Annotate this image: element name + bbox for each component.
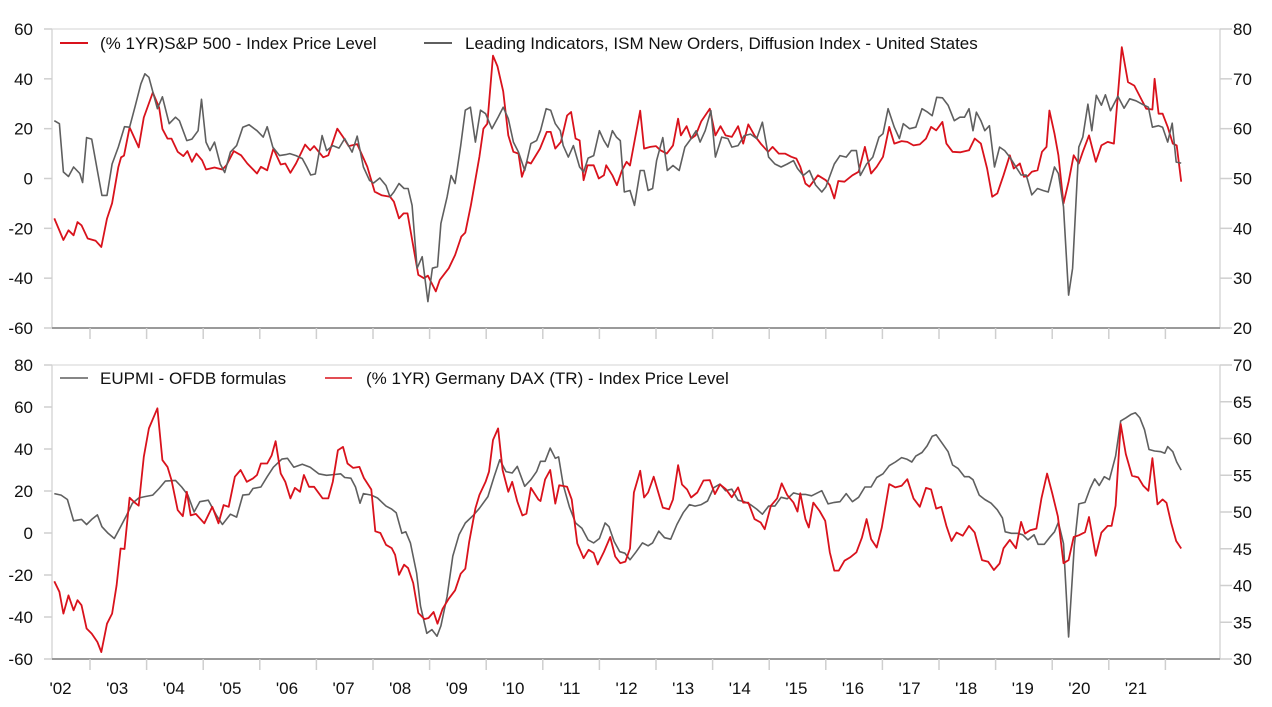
x-axis-tick-label: '04 [163, 679, 185, 698]
legend-label-sp500: (% 1YR)S&P 500 - Index Price Level [100, 34, 377, 53]
x-axis-tick-label: '03 [106, 679, 128, 698]
legend-label-eupmi: EUPMI - OFDB formulas [100, 369, 286, 388]
left-axis-tick-label: -60 [8, 650, 33, 669]
x-axis-tick-label: '11 [560, 679, 581, 698]
x-axis-tick-label: '08 [389, 679, 411, 698]
left-axis-tick-label: -20 [8, 566, 33, 585]
right-axis-tick-label: 40 [1233, 577, 1252, 596]
x-axis-tick-label: '02 [49, 679, 71, 698]
left-axis-tick-label: 60 [14, 398, 33, 417]
x-axis-tick-label: '19 [1012, 679, 1034, 698]
left-axis-tick-label: 0 [24, 170, 33, 189]
right-axis-tick-label: 20 [1233, 319, 1252, 338]
top-panel-sp500-vs-ism: 60 40 20 0 -20 -40 -60 80 70 60 50 40 30 20 [8, 20, 1252, 339]
legend-label-dax: (% 1YR) Germany DAX (TR) - Index Price L… [366, 369, 729, 388]
x-axis-tick-label: '18 [955, 679, 977, 698]
top-legend: (% 1YR)S&P 500 - Index Price Level Leadi… [60, 34, 978, 53]
left-axis-tick-label: 40 [14, 70, 33, 89]
bottom-panel-eupmi-vs-dax: 80 60 40 20 0 -20 -40 -60 70 65 60 55 50 45 40 35 30 [8, 356, 1252, 670]
right-axis-tick-label: 45 [1233, 540, 1252, 559]
series-line-1yr-s-p-500-index-price-level [53, 46, 1183, 293]
legend-label-ism: Leading Indicators, ISM New Orders, Diff… [465, 34, 978, 53]
right-axis-tick-label: 80 [1233, 20, 1252, 39]
right-axis-tick-label: 50 [1233, 503, 1252, 522]
x-axis-tick-label: '13 [672, 679, 694, 698]
right-axis-tick-label: 60 [1233, 430, 1252, 449]
left-axis-tick-label: -20 [8, 219, 33, 238]
x-axis-year-labels: '02 '03 '04 '05 '06 '07 '08 '09 '10 '11 '12 '13 '14 '… [49, 679, 1147, 698]
left-axis-tick-label: 60 [14, 20, 33, 39]
left-axis-tick-label: 40 [14, 440, 33, 459]
left-axis-tick-label: 80 [14, 356, 33, 375]
left-axis-tick-label: -60 [8, 319, 33, 338]
x-axis-tick-label: '05 [219, 679, 241, 698]
series-line-leading-indicators-ism-new-orders-diffusion-index-united-states [53, 73, 1182, 303]
x-axis-tick-label: '09 [446, 679, 468, 698]
x-axis-tick-label: '14 [729, 679, 751, 698]
x-axis-tick-label: '17 [898, 679, 920, 698]
series-line-1yr-germany-dax-tr-index-price-level [53, 407, 1182, 653]
right-axis-tick-label: 50 [1233, 170, 1252, 189]
series-line-eupmi-ofdb-formulas [54, 412, 1182, 638]
right-axis-tick-label: 60 [1233, 120, 1252, 139]
right-axis-tick-label: 70 [1233, 70, 1252, 89]
right-axis-tick-label: 35 [1233, 613, 1252, 632]
left-axis-tick-label: -40 [8, 269, 33, 288]
right-axis-tick-label: 55 [1233, 466, 1252, 485]
x-axis-tick-label: '12 [615, 679, 637, 698]
x-axis-tick-label: '15 [785, 679, 807, 698]
right-axis-tick-label: 70 [1233, 356, 1252, 375]
left-axis-tick-label: 20 [14, 482, 33, 501]
right-axis-tick-label: 65 [1233, 393, 1252, 412]
x-axis-tick-label: '06 [276, 679, 298, 698]
x-axis-tick-label: '07 [332, 679, 354, 698]
x-axis-tick-label: '16 [842, 679, 864, 698]
x-axis-tick-label: '20 [1068, 679, 1090, 698]
left-axis-tick-label: -40 [8, 608, 33, 627]
x-axis-tick-label: '10 [502, 679, 524, 698]
left-axis-tick-label: 0 [24, 524, 33, 543]
right-axis-tick-label: 40 [1233, 219, 1252, 238]
right-axis-tick-label: 30 [1233, 269, 1252, 288]
right-axis-tick-label: 30 [1233, 650, 1252, 669]
bottom-legend: EUPMI - OFDB formulas (% 1YR) Germany DA… [60, 369, 729, 388]
left-axis-tick-label: 20 [14, 120, 33, 139]
x-axis-tick-label: '21 [1125, 679, 1147, 698]
